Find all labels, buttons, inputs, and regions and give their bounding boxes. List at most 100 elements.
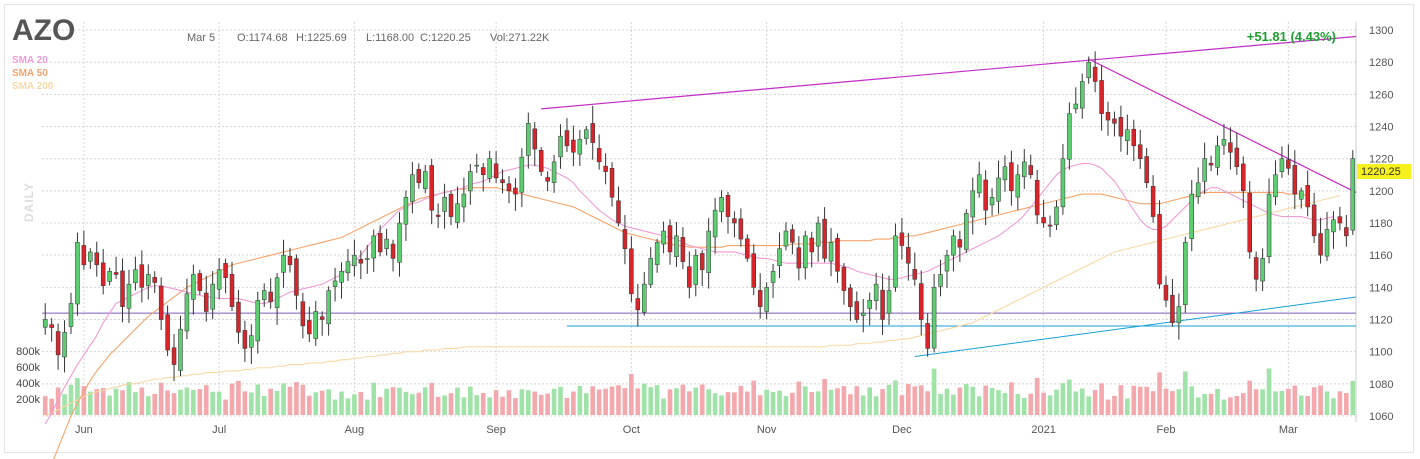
volume-bar <box>249 392 254 415</box>
candle-down <box>197 273 203 291</box>
candle-down <box>629 248 634 295</box>
candle-up <box>365 258 370 260</box>
volume-bar <box>693 387 699 415</box>
candle-down <box>596 148 602 163</box>
volume-bar <box>893 380 898 415</box>
volume-bar <box>777 390 782 415</box>
candle-down <box>435 214 441 217</box>
volume-bar <box>1131 385 1137 415</box>
upper-trendline <box>541 35 1357 110</box>
candle-up <box>777 248 782 266</box>
candle-down <box>925 323 930 349</box>
volume-bar <box>751 380 757 415</box>
volume-bar <box>525 390 531 415</box>
volume-tick-label: 400k <box>16 378 40 390</box>
candle-up <box>1022 161 1027 178</box>
candle-down <box>1047 224 1053 227</box>
volume-bar <box>603 388 608 415</box>
candle-down <box>204 292 209 312</box>
volume-bar <box>1324 391 1330 415</box>
candle-down <box>1305 185 1310 208</box>
candle-up <box>255 299 261 342</box>
volume-bar <box>42 396 48 415</box>
candle-up <box>964 213 969 250</box>
candle-up <box>1195 182 1201 197</box>
volume-bar <box>571 391 576 415</box>
candle-up <box>886 290 892 314</box>
volume-tick-label: 200k <box>16 394 40 406</box>
volume-bar <box>371 382 377 415</box>
candle-up <box>519 156 525 193</box>
volume-bar <box>461 397 467 415</box>
candle-down <box>429 165 434 211</box>
last-price-box <box>1357 164 1411 179</box>
candle-up <box>938 274 943 287</box>
candle-down <box>307 320 312 335</box>
candle-down <box>738 218 744 240</box>
volume-bar <box>976 396 982 415</box>
candle-up <box>249 335 254 348</box>
price-tick-label: 1120 <box>1369 315 1393 327</box>
volume-bar <box>364 399 370 415</box>
volume-bar <box>191 389 196 415</box>
candle-up <box>461 193 467 208</box>
volume-bar <box>1067 379 1072 415</box>
candle-down <box>532 128 537 150</box>
volume-bar <box>1337 391 1343 415</box>
candle-up <box>654 242 660 265</box>
volume-bar <box>880 389 885 415</box>
candle-up <box>1189 193 1194 239</box>
candle-down <box>1028 165 1033 176</box>
candle-up <box>1299 190 1304 200</box>
volume-bar <box>944 388 950 415</box>
candle-up <box>1324 229 1330 257</box>
descending-trendline <box>1088 58 1357 194</box>
volume-bar <box>687 391 692 415</box>
volume-bars <box>42 368 1356 415</box>
volume-bar <box>1034 377 1040 415</box>
candle-down <box>377 233 383 253</box>
candle-down <box>390 243 396 259</box>
volume-bar <box>667 389 673 415</box>
volume-bar <box>648 387 654 415</box>
volume-bar <box>474 395 480 415</box>
candle-down <box>171 347 177 365</box>
volume-bar <box>622 388 628 415</box>
candle-up <box>996 177 1001 202</box>
volume-bar <box>1009 382 1014 415</box>
candle-up <box>1086 61 1091 79</box>
candle-down <box>500 179 505 184</box>
volume-bar <box>1125 398 1130 415</box>
candle-up <box>783 230 789 247</box>
volume-bar <box>416 392 422 415</box>
rising-support-line <box>914 296 1357 357</box>
candle-up <box>339 271 344 283</box>
volume-bar <box>1331 398 1336 415</box>
volume-bar <box>210 391 216 415</box>
volume-bar <box>989 388 995 415</box>
candle-down <box>835 238 840 272</box>
candle-down <box>906 247 911 264</box>
volume-bar <box>184 387 190 415</box>
volume-bar <box>500 396 505 415</box>
volume-bar <box>261 396 267 415</box>
volume-bar <box>1311 387 1317 415</box>
candle-down <box>165 314 170 351</box>
candle-down <box>1131 128 1137 147</box>
candle-down <box>506 183 512 192</box>
candle-up <box>332 280 338 288</box>
volume-bar <box>352 394 357 415</box>
volume-bar <box>133 392 138 415</box>
candle-up <box>261 290 267 300</box>
volume-bar <box>152 394 158 415</box>
price-axis: 1060 1080 1100 1120 1140 1160 1180 1200 1220 1240… <box>1369 25 1393 423</box>
volume-bar <box>1202 393 1207 415</box>
price-tick-label: 1140 <box>1369 282 1393 294</box>
volume-bar <box>764 389 769 415</box>
volume-bar <box>1221 399 1227 415</box>
candle-down <box>120 270 125 307</box>
volume-axis: 200k 400k 600k 800k <box>16 346 40 406</box>
candle-up <box>107 271 112 282</box>
volume-bar <box>1247 380 1253 415</box>
volume-bar <box>410 394 415 415</box>
